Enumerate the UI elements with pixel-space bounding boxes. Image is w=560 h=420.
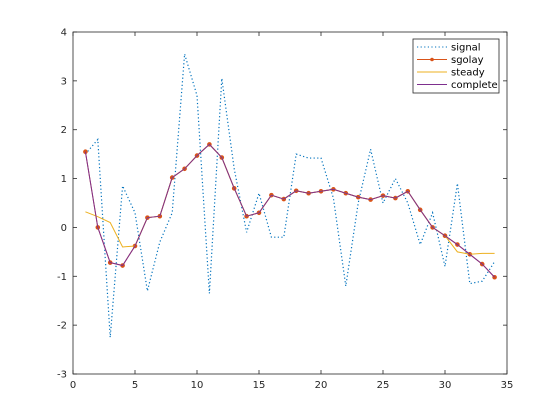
axes-box	[72, 31, 508, 375]
legend-label-steady: steady	[451, 68, 485, 79]
y-tick-label-1: 1	[61, 174, 67, 185]
x-tick-label-30: 30	[439, 380, 452, 391]
x-tick-label-15: 15	[253, 380, 266, 391]
series-line-complete	[84, 143, 495, 278]
y-tick-label-3: 3	[61, 76, 67, 87]
x-tick-label-25: 25	[377, 380, 390, 391]
x-tick-label-10: 10	[191, 380, 204, 391]
y-tick-label--3: -3	[57, 370, 67, 381]
y-tick-label--2: -2	[57, 321, 67, 332]
y-tick-label-2: 2	[61, 125, 67, 136]
legend-label-sgolay: sgolay	[451, 55, 484, 66]
series-layer	[83, 53, 497, 338]
axes-layer: 0 5 10 15 20 25 30 35 -3 -2 -1 0 1 2 3 4	[57, 28, 513, 392]
y-tick-label-0: 0	[61, 223, 67, 234]
x-tick-label-5: 5	[132, 380, 138, 391]
legend-marker-sgolay	[430, 57, 434, 62]
y-tick-label-4: 4	[61, 28, 67, 39]
y-tick-label--1: -1	[57, 272, 67, 283]
x-tick-label-35: 35	[501, 380, 514, 391]
x-tick-label-0: 0	[70, 380, 76, 391]
legend-label-signal: signal	[451, 43, 481, 54]
x-tick-label-20: 20	[315, 380, 328, 391]
legend-label-complete: complete	[451, 80, 498, 91]
